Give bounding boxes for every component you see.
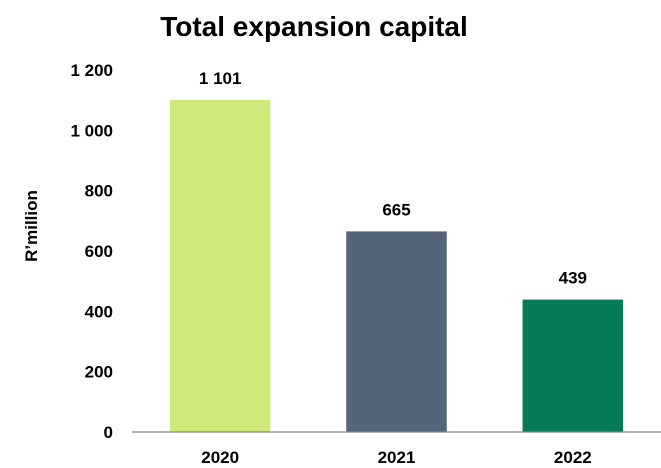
y-tick-label: 800	[85, 182, 113, 201]
y-tick-label: 0	[104, 423, 113, 442]
y-axis-ticks: 0 200 400 600 800 1 000 1 200	[70, 61, 113, 442]
y-tick-label: 200	[85, 363, 113, 382]
bars	[169, 99, 624, 433]
x-axis-ticks: 2020 2021 2022	[201, 448, 591, 467]
data-labels: 1 101 665 439	[199, 69, 587, 288]
bar-2020	[169, 99, 271, 433]
bar-2021	[346, 231, 447, 432]
chart-title: Total expansion capital	[160, 11, 468, 42]
data-label-2020: 1 101	[199, 69, 242, 88]
bar-2022	[522, 299, 624, 432]
y-axis-label: R’million	[22, 190, 41, 262]
y-tick-label: 1 200	[70, 61, 113, 80]
y-tick-label: 1 000	[70, 121, 113, 140]
y-tick-label: 400	[85, 302, 113, 321]
y-tick-label: 600	[85, 242, 113, 261]
x-tick-label: 2022	[554, 448, 592, 467]
data-label-2022: 439	[559, 269, 587, 288]
x-tick-label: 2021	[378, 448, 416, 467]
x-tick-label: 2020	[201, 448, 239, 467]
data-label-2021: 665	[382, 200, 410, 219]
